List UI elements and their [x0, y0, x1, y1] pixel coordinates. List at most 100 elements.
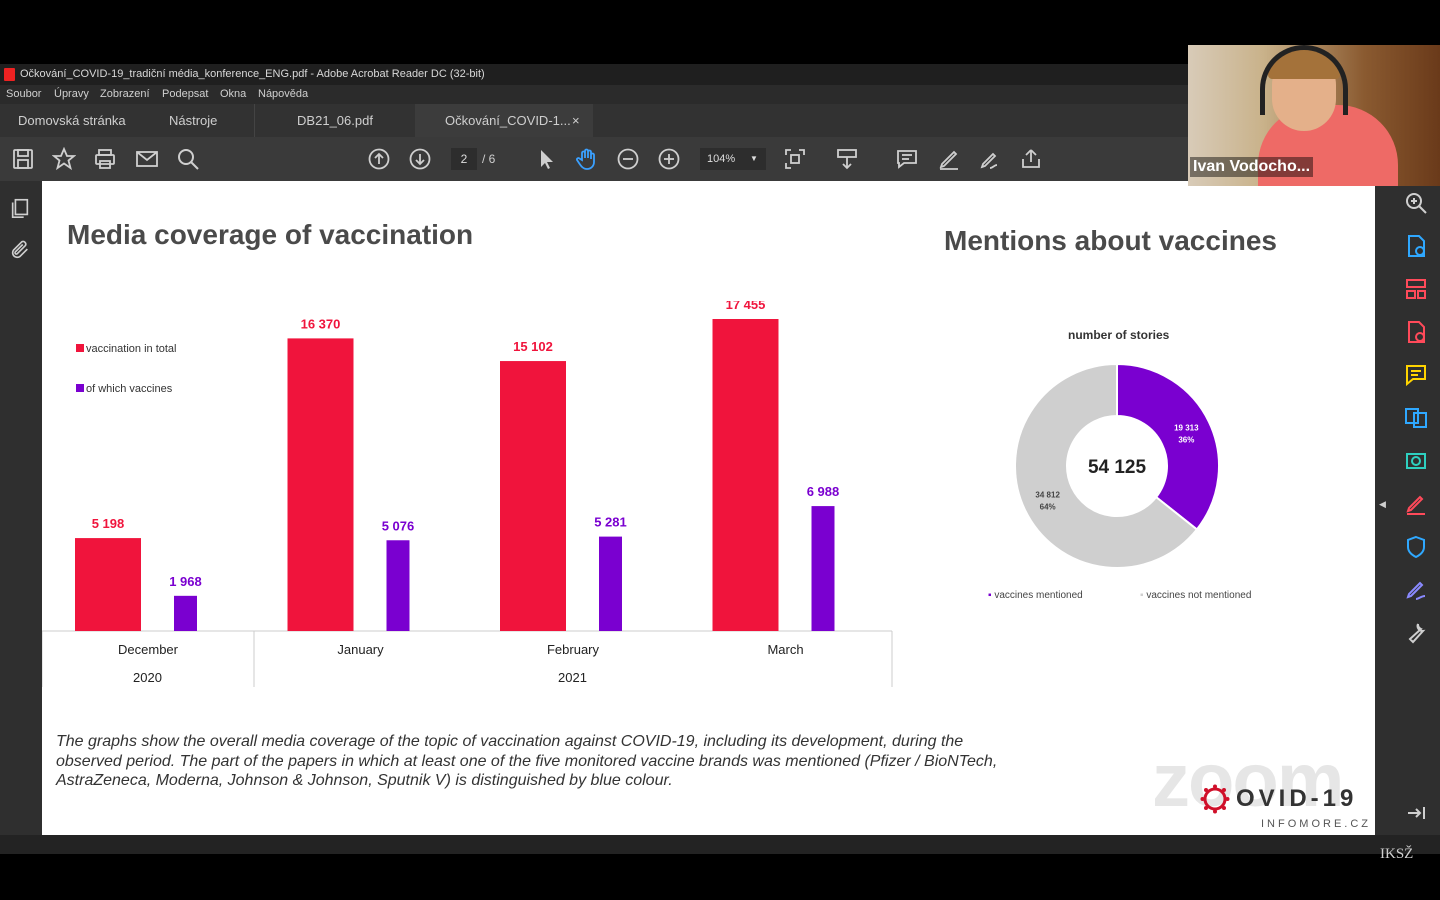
- virus-logo-icon: [1200, 784, 1230, 814]
- tab-document-ockovani-label: Očkování_COVID-1...: [445, 113, 571, 128]
- comment-icon[interactable]: [895, 147, 919, 171]
- comment-tool-icon[interactable]: [1403, 362, 1429, 388]
- data-label-vaccines-february: 5 281: [594, 515, 627, 530]
- window-title-bar: Očkování_COVID-19_tradiční média_konfere…: [0, 64, 1190, 85]
- menu-soubor[interactable]: Soubor: [6, 88, 42, 100]
- fill-sign-icon[interactable]: [1403, 491, 1429, 517]
- zoom-watermark: zoom: [1152, 738, 1344, 823]
- menu-bar: Soubor Úpravy Zobrazení Podepsat Okna Ná…: [0, 85, 1190, 104]
- menu-napoveda[interactable]: Nápověda: [258, 88, 309, 100]
- donut-percent-label-mentioned: 36%: [1178, 436, 1194, 445]
- scan-ocr-icon[interactable]: [1403, 448, 1429, 474]
- menu-podepsat[interactable]: Podepsat: [162, 88, 209, 100]
- more-tools-wrench-icon[interactable]: [1403, 620, 1429, 646]
- donut-legend-mentioned-label: vaccines mentioned: [994, 590, 1083, 601]
- page-fit-icon[interactable]: [783, 147, 807, 171]
- tab-home[interactable]: Domovská stránka: [18, 113, 126, 128]
- page-number-input[interactable]: 2: [451, 148, 477, 170]
- zoom-search-icon[interactable]: [1403, 190, 1429, 216]
- tab-tools[interactable]: Nástroje: [169, 113, 218, 128]
- menu-upravy[interactable]: Úpravy: [54, 88, 89, 100]
- donut-slice-not-mentioned: [1014, 362, 1199, 569]
- category-label-december: December: [118, 642, 179, 657]
- bar-total-december: [75, 538, 141, 631]
- save-icon[interactable]: [11, 147, 35, 171]
- protect-shield-icon[interactable]: [1403, 534, 1429, 560]
- participant-name: Ivan Vodocho...: [1190, 157, 1314, 177]
- legend-label-total: vaccination in total: [86, 343, 177, 355]
- right-chart-title: Mentions about vaccines: [944, 225, 1277, 256]
- data-label-total-january: 16 370: [301, 316, 341, 331]
- create-pdf-icon[interactable]: [1403, 319, 1429, 345]
- status-bar: [0, 835, 1440, 854]
- covid-logo-text: OVID-19: [1236, 785, 1358, 812]
- left-navigation-panel: [0, 181, 42, 835]
- legend-bullet-mentioned: ▪: [988, 590, 992, 601]
- chevron-down-icon: ▼: [750, 154, 758, 163]
- menu-zobrazeni[interactable]: Zobrazení: [100, 88, 150, 100]
- donut-value-label-not-mentioned: 34 812: [1035, 490, 1060, 499]
- category-label-january: January: [337, 642, 384, 657]
- data-label-total-december: 5 198: [92, 516, 125, 531]
- sign-icon[interactable]: [978, 147, 1002, 171]
- corner-watermark: IKSŽ: [1380, 846, 1414, 862]
- scroll-mode-icon[interactable]: [835, 147, 859, 171]
- tab-document-ockovani[interactable]: Očkování_COVID-1... ×: [415, 104, 593, 137]
- expand-panel-icon[interactable]: [1403, 800, 1429, 826]
- highlight-pen-icon[interactable]: [937, 147, 961, 171]
- zoom-in-icon[interactable]: [657, 147, 681, 171]
- bookmark-star-icon[interactable]: [51, 146, 77, 171]
- data-label-total-february: 15 102: [513, 339, 553, 354]
- bar-vaccines-december: [174, 595, 197, 631]
- legend-bullet-not-mentioned: ▪: [1140, 590, 1144, 601]
- covid-logo-subtext: INFOMORE.CZ: [1261, 818, 1371, 830]
- donut-legend-not-mentioned-label: vaccines not mentioned: [1146, 590, 1252, 601]
- caption-line-2: observed period. The part of the papers …: [56, 752, 998, 770]
- zoom-level-value: 104%: [707, 153, 736, 165]
- window-title: Očkování_COVID-19_tradiční média_konfere…: [20, 68, 485, 80]
- legend-item-vaccines: of which vaccines: [76, 383, 172, 395]
- select-cursor-icon[interactable]: [535, 147, 559, 171]
- collapse-panel-icon[interactable]: ◀: [1379, 499, 1386, 509]
- data-label-vaccines-january: 5 076: [382, 518, 415, 533]
- share-icon[interactable]: [1019, 147, 1043, 171]
- menu-okna[interactable]: Okna: [220, 88, 247, 100]
- tab-close-icon[interactable]: ×: [572, 113, 580, 128]
- hand-tool-icon[interactable]: [575, 147, 599, 171]
- export-pdf-icon[interactable]: [1403, 233, 1429, 259]
- data-label-total-march: 17 455: [726, 301, 766, 312]
- zoom-level-select[interactable]: 104% ▼: [700, 148, 766, 170]
- previous-page-icon[interactable]: [367, 147, 391, 171]
- organize-pages-icon[interactable]: [1403, 276, 1429, 302]
- bar-total-march: [712, 319, 779, 631]
- search-icon[interactable]: [176, 147, 200, 171]
- category-label-february: February: [547, 642, 600, 657]
- data-label-vaccines-march: 6 988: [807, 484, 840, 499]
- legend-label-vaccines: of which vaccines: [86, 383, 173, 395]
- donut-chart: 19 313 36% 34 812 64% 54 125: [1014, 362, 1220, 569]
- combine-files-icon[interactable]: [1403, 405, 1429, 431]
- zoom-out-icon[interactable]: [616, 147, 640, 171]
- page-thumbnails-icon[interactable]: [9, 197, 31, 219]
- category-label-march: March: [767, 642, 803, 657]
- donut-slice-mentioned: [1116, 362, 1220, 531]
- page-total: / 6: [482, 152, 496, 166]
- next-page-icon[interactable]: [408, 147, 432, 171]
- sign-pen-icon[interactable]: [1403, 577, 1429, 603]
- legend-item-total: vaccination in total: [76, 343, 177, 355]
- attachment-icon[interactable]: [9, 239, 31, 261]
- headset-icon: [1260, 45, 1348, 115]
- year-label-2020: 2020: [133, 670, 162, 685]
- legend-swatch-total: [76, 344, 84, 352]
- pdf-file-icon: [4, 68, 15, 81]
- donut-center-total: 54 125: [1088, 457, 1147, 478]
- tab-bar: Domovská stránka Nástroje DB21_06.pdf Oč…: [0, 104, 1190, 137]
- print-icon[interactable]: [93, 147, 117, 171]
- caption-line-3: AstraZeneca, Moderna, Johnson & Johnson,…: [56, 772, 673, 789]
- tab-document-db21[interactable]: DB21_06.pdf: [254, 104, 415, 137]
- bar-chart: 5 198 1 968 December 16 370 5 076 January 15 1…: [42, 301, 893, 687]
- donut-legend-not-mentioned: ▪ vaccines not mentioned: [1140, 590, 1251, 601]
- webcam-video-tile: Ivan Vodocho...: [1188, 45, 1440, 186]
- bar-vaccines-march: [811, 506, 835, 631]
- email-icon[interactable]: [135, 147, 159, 171]
